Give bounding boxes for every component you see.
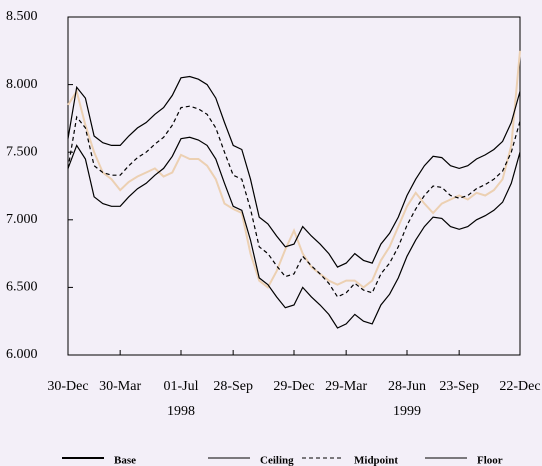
x-group-label: 1999 (393, 404, 421, 419)
y-tick-label: 8.000 (6, 77, 38, 92)
y-tick-label: 7.000 (6, 212, 38, 227)
series-line (67, 50, 521, 289)
x-tick-label: 22-Dec (499, 379, 540, 394)
legend-label: Floor (477, 455, 503, 466)
series-line (67, 75, 521, 268)
series-line (67, 136, 521, 329)
y-tick-label: 6.000 (6, 347, 38, 362)
x-tick-label: 29-Mar (325, 379, 367, 394)
legend-label: Ceiling (260, 455, 294, 466)
y-tick-label: 8.500 (6, 9, 38, 24)
y-tick-label: 6.500 (6, 280, 38, 295)
x-tick-label: 28-Sep (213, 379, 253, 394)
x-tick-label: 30-Mar (99, 379, 141, 394)
x-tick-label: 30-Dec (47, 379, 88, 394)
x-tick-label: 29-Dec (273, 379, 314, 394)
legend-label: Base (114, 455, 136, 466)
x-group-label: 1998 (167, 404, 195, 419)
x-tick-label: 28-Jun (388, 379, 426, 394)
series-line (67, 105, 521, 298)
legend-label: Midpoint (354, 455, 398, 466)
x-tick-label: 01-Jul (164, 379, 199, 394)
y-tick-label: 7.500 (6, 144, 38, 159)
x-tick-label: 23-Sep (439, 379, 479, 394)
